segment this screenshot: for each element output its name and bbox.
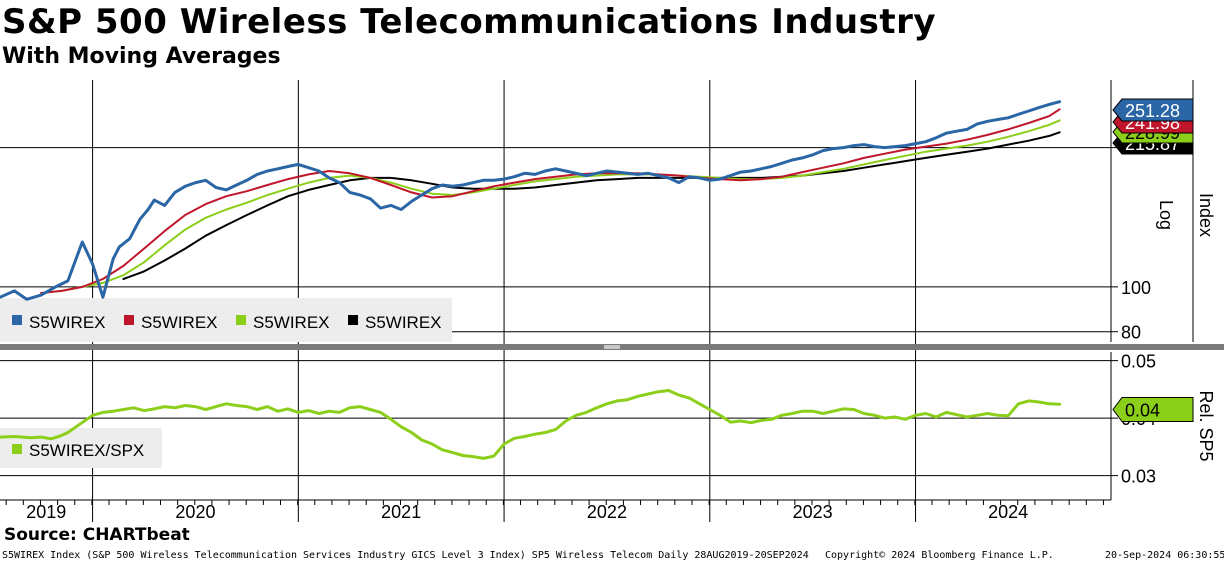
flag-value: 251.28 (1125, 101, 1180, 121)
footer-description: S5WIREX Index (S&P 500 Wireless Telecomm… (2, 550, 809, 561)
x-tick-label: 2020 (175, 502, 215, 522)
price-tick-label: 100 (1121, 278, 1151, 298)
x-tick-label: 2023 (793, 502, 833, 522)
ma-green-line (60, 119, 1061, 292)
x-tick-label: 2021 (381, 502, 421, 522)
price-line (0, 100, 1062, 301)
legend-swatch (12, 315, 22, 325)
last-value-flag: 251.28 (1112, 98, 1194, 122)
rel-legend-box (0, 428, 162, 468)
price-tick-label: 80 (1121, 323, 1141, 343)
chart-title: S&P 500 Wireless Telecommunications Indu… (2, 2, 937, 42)
footer-copyright: Copyright© 2024 Bloomberg Finance L.P. (825, 550, 1054, 561)
legend-label: S5WIREX (29, 313, 106, 332)
price-legend-box (0, 298, 452, 342)
source-note: Source: CHARTbeat (4, 525, 190, 545)
legend-swatch (348, 315, 358, 325)
flag-shape (1112, 397, 1194, 422)
flag-value: 0.04 (1125, 401, 1160, 421)
panel-divider-handle (604, 345, 620, 349)
rel-tick-label: 0.05 (1121, 352, 1156, 372)
price-axis-title: Index (1196, 193, 1216, 237)
rel-axis-title: Rel. SP5 (1196, 390, 1216, 461)
legend-label: S5WIREX (141, 313, 218, 332)
legend-label: S5WIREX (253, 313, 330, 332)
x-tick-label: 2022 (587, 502, 627, 522)
footer-timestamp: 20-Sep-2024 06:30:55 (1105, 550, 1224, 561)
rel-tick-label: 0.03 (1121, 467, 1156, 487)
x-tick-label: 2024 (988, 502, 1028, 522)
legend-swatch (12, 444, 22, 454)
legend-label: S5WIREX (365, 313, 442, 332)
flag-shape (1112, 98, 1194, 122)
log-scale-watermark: Log (1156, 200, 1176, 230)
chart-subtitle: With Moving Averages (2, 44, 281, 69)
legend-swatch (236, 315, 246, 325)
legend-swatch (124, 315, 134, 325)
ma-black-line (122, 131, 1061, 280)
legend-label: S5WIREX/SPX (29, 441, 144, 460)
x-tick-label: 2019 (26, 502, 66, 522)
relative-line (0, 389, 1062, 460)
last-value-flag: 0.04 (1112, 397, 1194, 422)
ma-red-line (40, 108, 1061, 294)
